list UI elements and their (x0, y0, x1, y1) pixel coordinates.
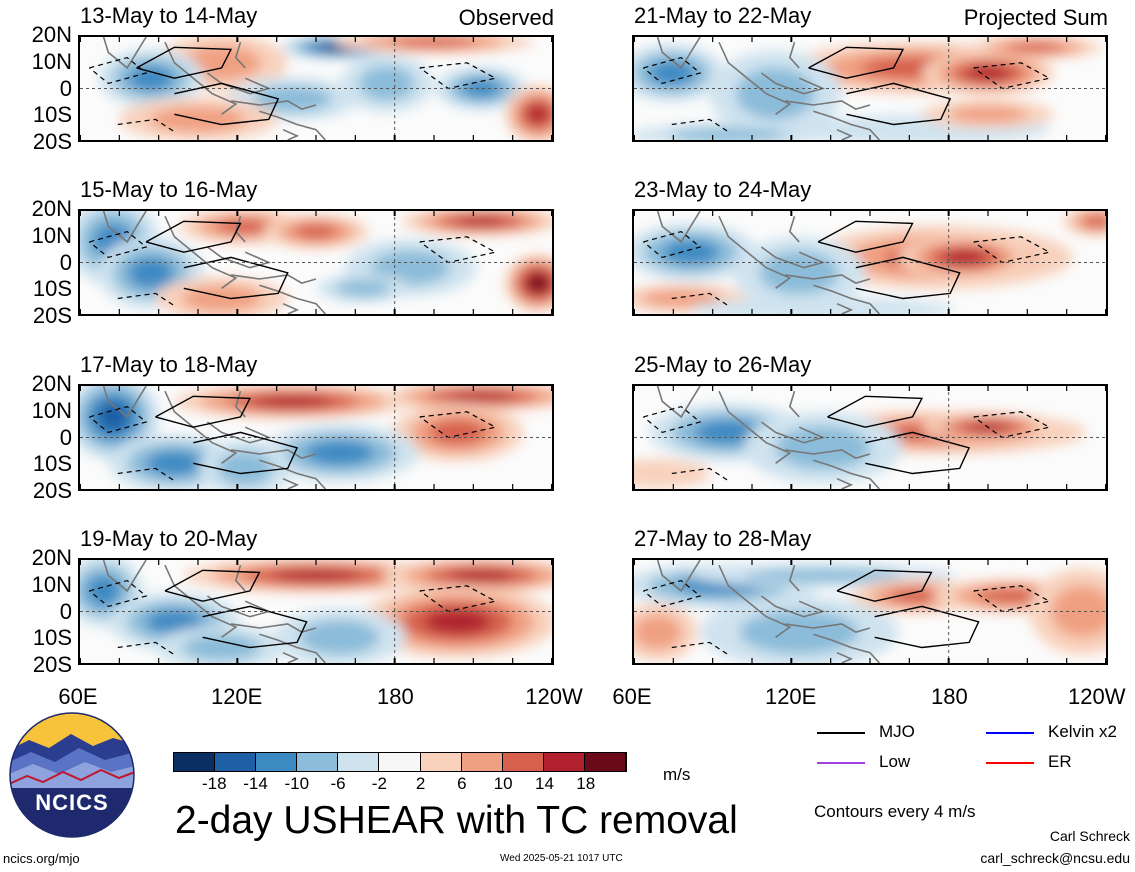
latitude-label: 20N (31, 22, 72, 47)
colorbar-swatch (256, 753, 298, 771)
map-panel (78, 35, 554, 142)
panel-date: 19-May to 20-May (80, 526, 258, 551)
colorbar-level: -18 (201, 774, 227, 793)
legend-swatch (817, 762, 865, 764)
colorbar-swatch (379, 753, 421, 771)
latitude-label: 10S (32, 102, 72, 128)
colorbar-swatch (502, 753, 544, 771)
panel-date: 17-May to 18-May (80, 352, 258, 377)
colorbar-swatch (461, 753, 503, 771)
colorbar-swatch (174, 753, 216, 771)
panel-tag: Projected Sum (963, 5, 1108, 30)
map-panel (78, 558, 554, 665)
latitude-label: 20N (31, 196, 72, 221)
map-panel (78, 209, 554, 316)
map-panel (632, 209, 1108, 316)
colorbar-swatch (420, 753, 462, 771)
longitude-label: 120W (525, 684, 583, 709)
colorbar-swatch (543, 753, 585, 771)
legend-label: MJO (879, 722, 915, 741)
panel-date: 15-May to 16-May (80, 177, 258, 202)
latitude-label: 0 (59, 424, 72, 450)
colorbar-level: 10 (493, 774, 513, 793)
map-panel (78, 384, 554, 491)
map-panel (632, 35, 1108, 142)
colorbar (173, 752, 627, 772)
panel-date: 23-May to 24-May (634, 177, 812, 202)
figure-title: 2-day USHEAR with TC removal (175, 799, 738, 842)
colorbar-swatch (215, 753, 257, 771)
logo-text: NCICS (35, 790, 109, 815)
latitude-label: 20S (32, 478, 72, 503)
latitude-label: 10N (31, 48, 72, 74)
panel-date: 13-May to 14-May (80, 3, 258, 28)
legend-swatch (986, 762, 1034, 764)
latitude-label: 10N (31, 571, 72, 597)
panel-date: 27-May to 28-May (634, 526, 812, 551)
contour-note: Contours every 4 m/s (814, 802, 976, 821)
colorbar-swatch (297, 753, 339, 771)
longitude-label: 120E (210, 684, 263, 709)
latitude-label: 0 (59, 75, 72, 101)
latitude-label: 0 (59, 598, 72, 624)
latitude-label: 10S (32, 276, 72, 302)
footer-timestamp: Wed 2025-05-21 1017 UTC (500, 853, 623, 864)
latitude-label: 10S (32, 451, 72, 477)
ncics-logo: NCICS (9, 712, 135, 838)
longitude-label: 60E (612, 684, 652, 709)
latitude-label: 10N (31, 397, 72, 423)
panel-date: 25-May to 26-May (634, 352, 812, 377)
colorbar-level: -2 (371, 774, 387, 793)
latitude-label: 10S (32, 625, 72, 651)
panel-tag: Observed (458, 5, 554, 30)
colorbar-units: m/s (663, 765, 691, 784)
latitude-label: 0 (59, 249, 72, 275)
colorbar-level: -14 (243, 774, 268, 793)
footer-email: carl_schreck@ncsu.edu (980, 850, 1130, 866)
longitude-label: 120W (1068, 685, 1126, 709)
latitude-label: 20S (32, 652, 72, 677)
footer-left: ncics.org/mjo (3, 851, 80, 866)
map-panel (632, 384, 1108, 491)
legend-label: ER (1048, 752, 1072, 771)
latitude-label: 20S (32, 129, 72, 154)
latitude-label: 20N (31, 545, 72, 570)
longitude-label: 120E (764, 684, 817, 709)
colorbar-swatch (338, 753, 380, 771)
footer-author: Carl Schreck (1049, 828, 1130, 844)
legend-label: Low (879, 752, 911, 771)
latitude-label: 10N (31, 222, 72, 248)
legend-swatch (986, 732, 1034, 734)
longitude-label: 180 (930, 684, 968, 709)
latitude-label: 20N (31, 371, 72, 396)
map-panel (632, 558, 1108, 665)
legend-swatch (817, 732, 865, 734)
colorbar-level: 6 (457, 774, 467, 793)
colorbar-level: 14 (534, 774, 554, 793)
longitude-label: 180 (376, 684, 414, 709)
colorbar-level: -10 (284, 774, 310, 793)
colorbar-level: 2 (415, 774, 426, 793)
colorbar-level: -6 (330, 774, 346, 793)
longitude-label: 60E (58, 684, 98, 709)
latitude-label: 20S (32, 303, 72, 328)
colorbar-level: 18 (576, 774, 596, 793)
colorbar-swatch (584, 753, 627, 771)
legend-label: Kelvin x2 (1048, 722, 1117, 741)
panel-date: 21-May to 22-May (634, 3, 812, 28)
